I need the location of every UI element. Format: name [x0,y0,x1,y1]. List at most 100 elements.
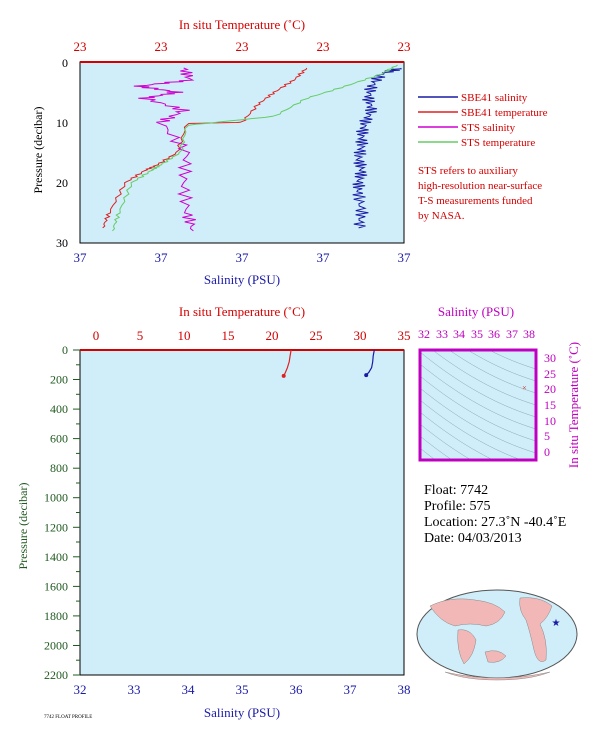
top-pres-tick: 20 [56,176,68,190]
bottom-temp-tick: 5 [137,328,144,343]
footer-caption: 7742 FLOAT PROFILE [44,715,92,720]
top-sal-tick: 37 [155,250,169,265]
top-series-sbe41-salinity [352,67,402,229]
ts-contour-line [420,387,536,454]
ts-temp-tick: 15 [544,398,556,412]
bottom-temp-tick: 30 [354,328,367,343]
ts-sal-tick: 32 [418,327,430,341]
bottom-series-sbe41-salinity [365,349,375,376]
top-sal-tick: 37 [317,250,331,265]
ts-contour-line [420,411,494,460]
ts-sal-axis-label: Salinity (PSU) [438,304,514,319]
float-info: Float: 7742 Profile: 575 Location: 27.3˚… [424,483,566,546]
ts-sal-tick: 36 [488,327,500,341]
top-series-lines [102,64,402,232]
bottom-sal-tick: 37 [344,682,358,697]
bottom-temp-axis-label: In situ Temperature (˚C) [179,304,305,319]
info-location: Location: 27.3˚N -40.4˚E [424,515,566,530]
note-line: STS refers to auxiliary [418,165,518,177]
top-temp-tick: 23 [317,39,330,54]
bottom-temp-tick: 10 [178,328,191,343]
ts-plot-background [420,350,536,460]
bottom-pres-tick: 0 [62,343,68,357]
ts-temp-tick: 20 [544,382,556,396]
ts-contour-line [420,399,522,460]
map-land [429,597,553,681]
bottom-pres-tick: 1800 [44,609,68,623]
bottom-pres-tick: 800 [50,461,68,475]
ts-contour-line [488,350,536,370]
bottom-sal-axis-label: Salinity (PSU) [204,705,280,720]
ts-temp-tick: 30 [544,351,556,365]
map-land-americas [519,597,553,662]
top-series-sts-temperature [112,64,398,232]
top-pres-tick: 30 [56,236,68,250]
top-panel: In situ Temperature (˚C) 23 23 23 23 23 … [31,17,548,287]
ts-contour-line [420,423,472,460]
legend-label-sbe-salinity: SBE41 salinity [461,92,528,104]
top-series-sbe41-temperature [102,67,308,229]
bottom-sal-tick: 34 [182,682,196,697]
ts-sal-ticks: 32 33 34 35 36 37 38 [418,327,535,341]
ts-sal-tick: 34 [453,327,465,341]
top-temp-tick: 23 [398,39,411,54]
top-sal-tick: 37 [236,250,250,265]
ts-density-contours [420,350,536,460]
bottom-series-lines [281,349,375,378]
ts-temp-axis-label: In situ Temperature (˚C) [566,342,581,468]
bottom-plot-background [79,349,405,676]
note-line: T-S measurements funded [418,195,533,207]
bottom-pres-ticks: 0 200 400 600 800 1000 1200 1400 1600 1800 2000 220… [44,343,80,682]
ts-temp-tick: 25 [544,367,556,381]
top-pres-tick: 10 [56,116,68,130]
legend-label-sts-salinity: STS salinity [461,122,516,134]
bottom-pres-tick: 2000 [44,639,68,653]
ts-contour-line [420,363,536,430]
bottom-pres-tick: 400 [50,402,68,416]
bottom-sal-tick: 38 [398,682,411,697]
ts-temp-tick: 5 [544,429,550,443]
top-plot-background [79,61,405,244]
map-land-antarctica [444,671,551,681]
note-line: high-resolution near-surface [418,180,542,192]
bottom-sal-tick: 36 [290,682,304,697]
map-land-eurasia [429,598,506,627]
bottom-pres-tick: 600 [50,432,68,446]
bottom-pres-tick: 1400 [44,550,68,564]
bottom-pres-tick: 1200 [44,520,68,534]
top-sal-tick: 37 [74,250,88,265]
note-line: by NASA. [418,210,465,222]
top-pres-ticks: 0 10 20 30 [56,56,68,250]
bottom-pres-tick: 1000 [44,491,68,505]
ts-sal-tick: 35 [471,327,483,341]
bottom-sal-tick: 35 [236,682,249,697]
ts-temp-ticks: 0 5 10 15 20 25 30 35 [544,351,556,459]
top-sal-ticks: 37 37 37 37 37 [74,250,412,265]
ts-points: × [522,384,527,393]
bottom-temp-tick: 35 [398,328,411,343]
bottom-series-sbe41-temperature [283,349,292,377]
top-note: STS refers to auxiliary high-resolution … [418,165,542,222]
ts-contour-line [420,351,536,418]
info-float: Float: 7742 [424,483,488,498]
bottom-sal-tick: 32 [74,682,87,697]
ts-plot-frame [418,348,538,462]
top-temp-ticks: 23 23 23 23 23 [74,39,411,54]
bottom-series-end-marker [281,373,286,378]
bottom-panel: In situ Temperature (˚C) 0 5 10 15 20 25… [16,304,411,720]
map-land-australia [484,650,507,663]
top-legend: SBE41 salinity SBE41 temperature STS sal… [418,92,548,149]
bottom-temp-tick: 0 [93,328,100,343]
top-pres-tick: 0 [62,56,68,70]
top-sal-axis-label: Salinity (PSU) [204,272,280,287]
bottom-pres-tick: 200 [50,373,68,387]
ts-point: × [522,384,527,393]
ts-contour-line [420,435,453,460]
ts-contour-line [467,350,536,382]
ts-temp-tick: 0 [544,445,550,459]
bottom-temp-tick: 25 [310,328,323,343]
ts-temp-tick: 10 [544,414,556,428]
ts-contour-line [420,375,536,442]
bottom-sal-tick: 33 [128,682,141,697]
